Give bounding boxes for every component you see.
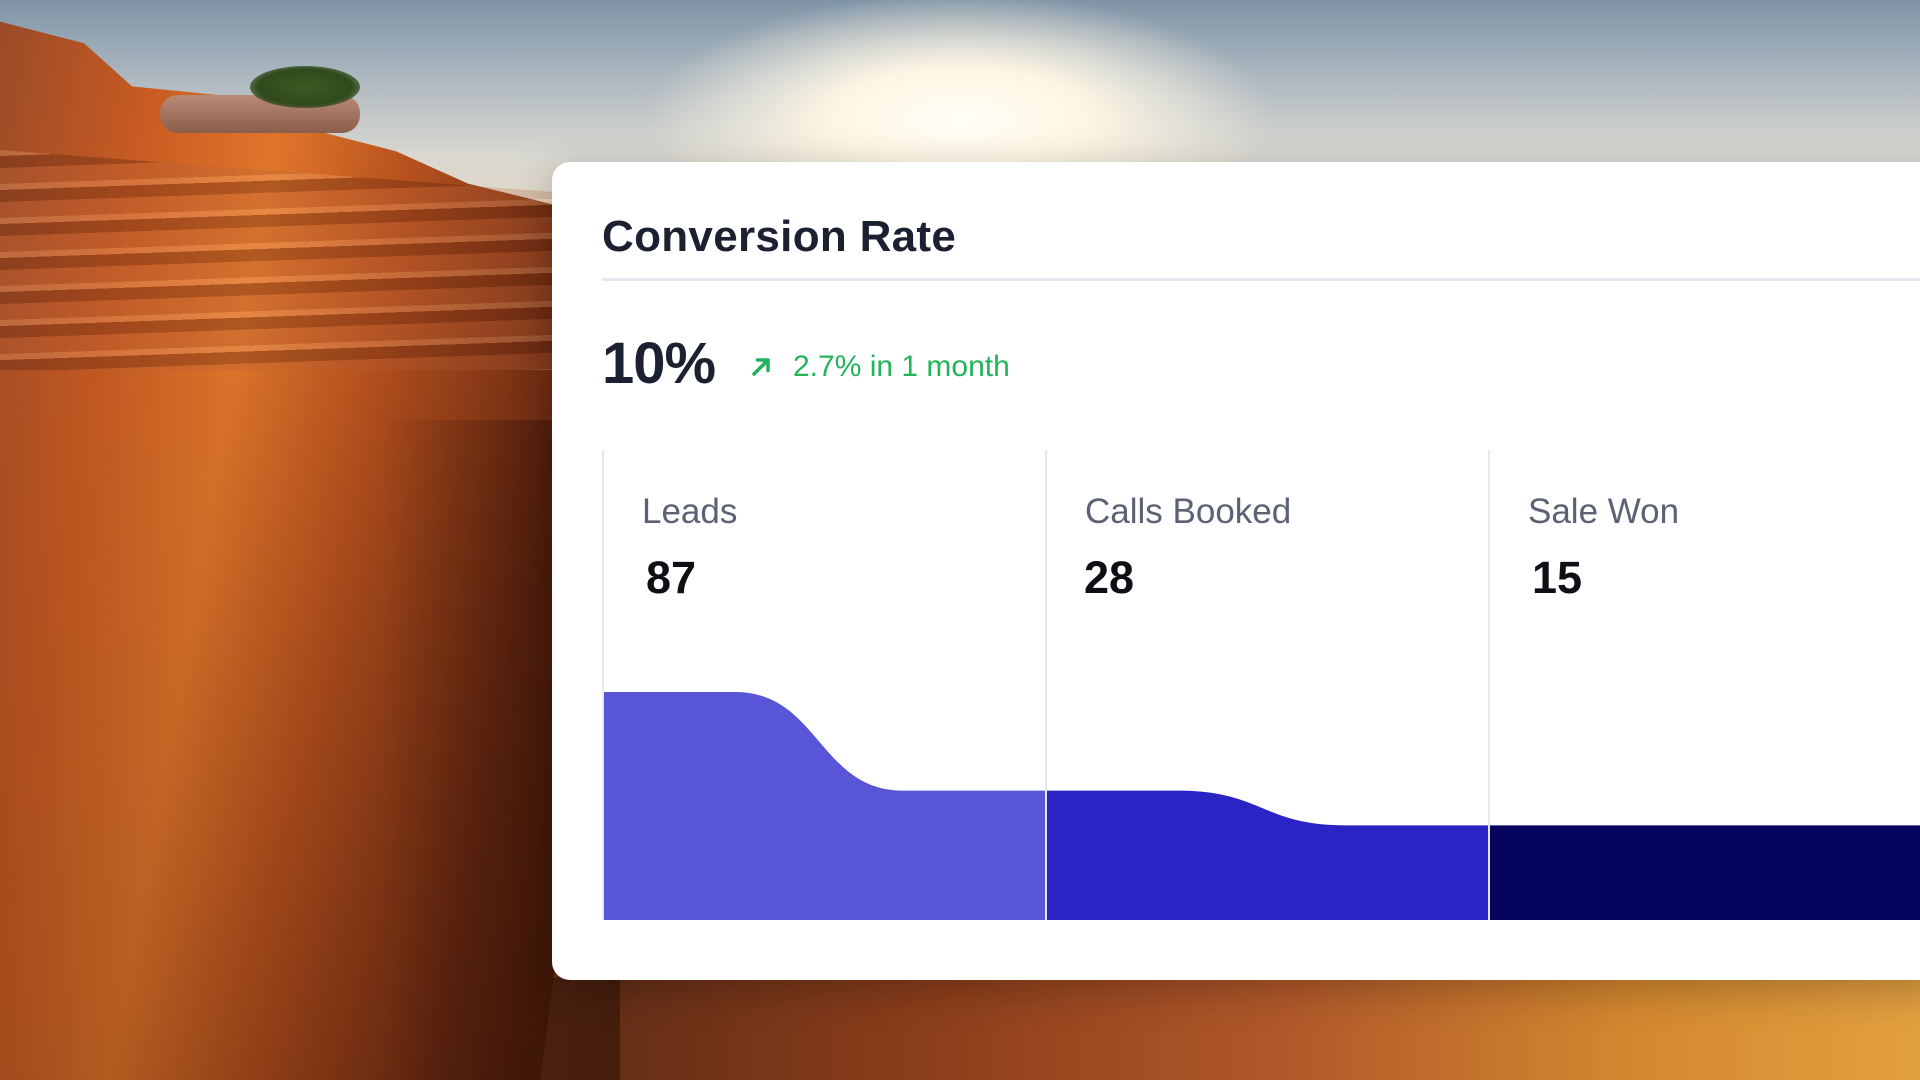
funnel-band-calls-booked: [1045, 790, 1488, 920]
arrow-up-right-icon: [752, 358, 770, 376]
card-title: Conversion Rate: [602, 212, 957, 261]
rock-strata: [0, 150, 580, 370]
stage-label-calls-booked: Calls Booked: [1085, 492, 1292, 531]
trend-text: 2.7% in 1 month: [793, 350, 1010, 383]
stage-value-leads: 87: [646, 552, 697, 603]
conversion-rate-value: 10%: [602, 331, 716, 396]
stage-label-sale-won: Sale Won: [1528, 492, 1680, 531]
funnel-band-leads: [602, 692, 1045, 920]
column-divider: [1045, 450, 1047, 920]
trend-indicator: 2.7% in 1 month: [747, 350, 1010, 384]
canyon-cliff: [0, 21, 600, 1080]
title-divider: [602, 278, 1920, 281]
conversion-rate-card: Conversion Rate 10% 2.7% in 1 month Lead…: [552, 162, 1920, 980]
canyon-ridge: [520, 975, 1920, 1080]
stage-value-sale-won: 15: [1532, 552, 1583, 603]
stage-value-calls-booked: 28: [1084, 552, 1135, 603]
funnel-graphic: [602, 692, 1920, 920]
tree: [250, 66, 360, 108]
column-divider: [602, 450, 604, 920]
funnel-chart: Leads 87 Calls Booked 28 Sale Won 15: [602, 450, 1920, 920]
column-divider: [1488, 450, 1490, 920]
funnel-band-sale-won: [1488, 825, 1920, 920]
stage-label-leads: Leads: [642, 492, 738, 531]
